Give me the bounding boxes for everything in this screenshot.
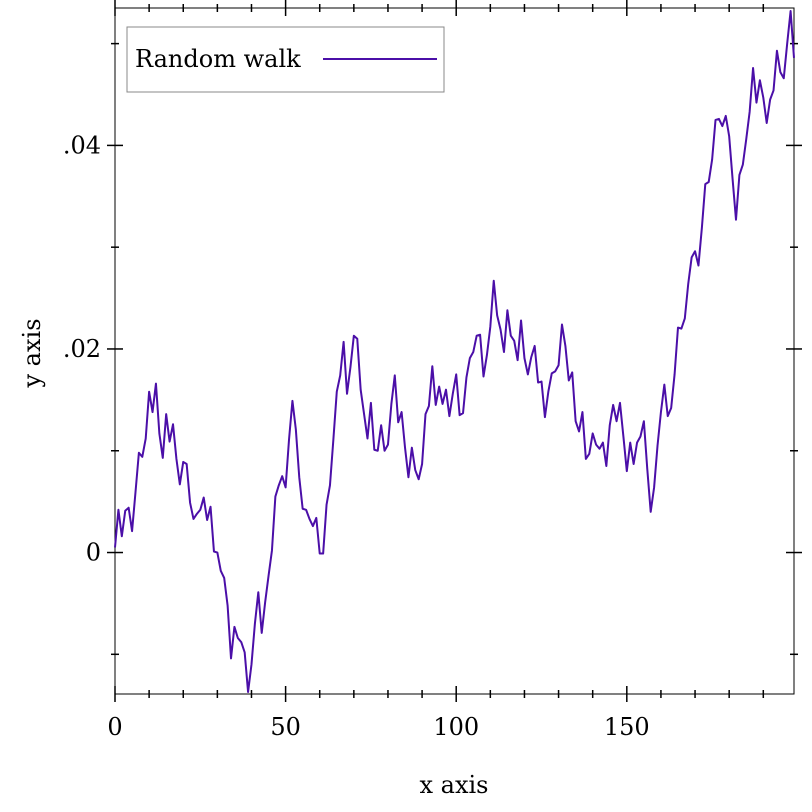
x-tick-label: 150 (604, 713, 650, 741)
x-axis-title: x axis (420, 771, 489, 799)
y-tick-label: .02 (63, 335, 101, 363)
x-tick-label: 0 (107, 713, 122, 741)
legend-label-random-walk: Random walk (135, 45, 301, 73)
y-tick-label: .04 (63, 131, 101, 159)
x-tick-label: 50 (270, 713, 301, 741)
plot-frame (114, 7, 795, 695)
plot-area: 0 50 100 150 0 .02 .04 (63, 0, 802, 741)
x-tick-label: 100 (433, 713, 479, 741)
y-axis-title: y axis (18, 318, 46, 388)
axis-ticks (107, 0, 802, 702)
axis-tick-labels: 0 50 100 150 0 .02 .04 (63, 131, 650, 741)
y-tick-label: 0 (86, 539, 101, 567)
series-line-random-walk (114, 10, 795, 693)
legend: Random walk (126, 26, 445, 93)
